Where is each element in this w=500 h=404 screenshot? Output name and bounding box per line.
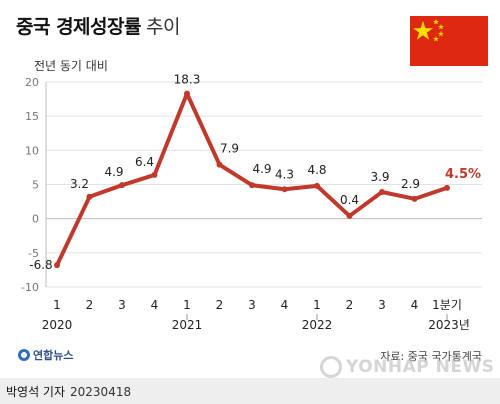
watermark-logo-icon (320, 356, 342, 378)
x-tick-label: 4 (281, 298, 289, 312)
data-point (151, 171, 158, 178)
x-tick-label: 2 (346, 298, 354, 312)
data-point (314, 182, 320, 189)
credit-line: 박영석 기자 20230418 (6, 383, 131, 400)
x-tick-label: 1분기 (432, 298, 462, 312)
data-label: 0.4 (340, 193, 359, 207)
agency-name: 연합뉴스 (33, 349, 74, 362)
x-tick-label: 1 (313, 298, 321, 312)
data-point (249, 182, 255, 189)
x-tick-label: 1 (53, 298, 61, 312)
chart-title-sub: 추이 (145, 16, 180, 38)
data-label: 3.9 (370, 170, 389, 184)
x-year-label: 2020 (42, 318, 73, 332)
yonhap-logo: 연합뉴스 (18, 347, 73, 363)
growth-rate-line-chart: 전년 동기 대비 -10 -5 0 5 10 15 20 -6.8 3.2 4.9 6.4 18.3 7.… (21, 59, 482, 332)
data-label: 6.4 (135, 155, 154, 169)
x-year-label: 2021 (172, 318, 203, 332)
x-tick-label: 4 (151, 298, 159, 312)
data-label: 2.9 (401, 177, 420, 191)
data-point (184, 90, 190, 97)
x-tick-label: 3 (248, 298, 256, 312)
watermark: YONHAP NEWS (320, 356, 494, 378)
y-tick-label: 15 (25, 110, 39, 123)
data-label: 18.3 (174, 73, 201, 87)
data-point (444, 184, 450, 191)
data-point (86, 193, 93, 200)
y-tick-label: -10 (21, 281, 39, 294)
data-point (346, 212, 353, 219)
y-tick-label: 5 (32, 179, 39, 192)
y-tick-label: 20 (25, 76, 39, 89)
data-label: 7.9 (220, 142, 239, 156)
yonhap-logo-icon (18, 349, 30, 361)
y-tick-label: 10 (25, 144, 39, 157)
publish-date: 20230418 (70, 385, 132, 399)
data-point (281, 186, 288, 193)
y-tick-label: 0 (32, 213, 39, 226)
data-point (216, 161, 223, 168)
data-point (54, 262, 60, 269)
data-point (119, 182, 125, 189)
x-tick-label: 1 (183, 298, 191, 312)
y-axis-label: 전년 동기 대비 (34, 59, 108, 73)
chart-title: 중국 경제성장률 추이 (16, 12, 180, 39)
source-note: 자료: 중국 국가통계국 (380, 350, 482, 363)
data-label: 4.8 (307, 163, 326, 177)
reporter-name: 박영석 기자 (6, 385, 66, 399)
data-label: 3.2 (70, 177, 89, 191)
x-tick-label: 4 (411, 298, 419, 312)
x-year-label: 2022 (302, 318, 333, 332)
data-label: 4.5% (445, 167, 481, 182)
y-tick-label: -5 (28, 247, 39, 260)
chart-title-main: 중국 경제성장률 (16, 16, 141, 38)
x-tick-label: 3 (378, 298, 386, 312)
x-tick-label: 2 (86, 298, 94, 312)
china-flag-icon (410, 16, 488, 66)
watermark-text: YONHAP NEWS (346, 357, 495, 377)
infographic-card: 중국 경제성장률 추이 전년 동기 대비 -10 -5 0 5 10 15 20 -6.8 3.2 4… (16, 12, 494, 378)
data-label: 4.3 (275, 167, 294, 181)
data-point (411, 195, 418, 202)
data-label: 4.9 (104, 165, 123, 179)
data-label: 4.9 (252, 162, 271, 176)
data-label: -6.8 (29, 258, 52, 272)
x-tick-label: 2 (216, 298, 224, 312)
x-tick-label: 3 (118, 298, 126, 312)
data-point (379, 189, 385, 196)
x-year-label: 2023년 (428, 318, 470, 332)
credit-bar (0, 378, 500, 404)
